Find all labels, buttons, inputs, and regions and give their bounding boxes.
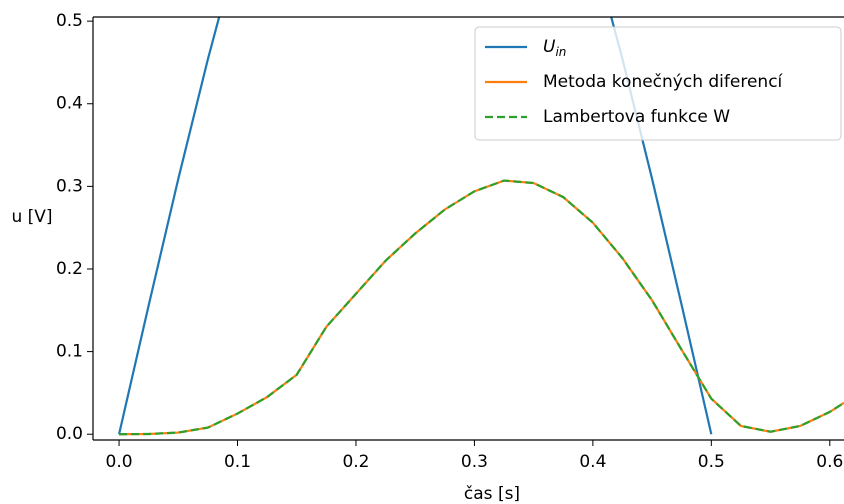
legend-label-main: Metoda konečných diferencí <box>543 72 784 92</box>
y-tick-label: 0.2 <box>56 259 83 279</box>
x-tick-label: 0.5 <box>698 452 725 472</box>
y-axis-label: u [V] <box>11 207 52 227</box>
legend-label: Uin <box>543 37 566 59</box>
y-tick-label: 0.5 <box>56 11 83 31</box>
line-series <box>117 17 713 435</box>
y-tick-label: 0.0 <box>56 424 83 444</box>
x-tick-label: 0.6 <box>816 452 843 472</box>
legend-label-main: U <box>543 37 556 57</box>
x-tick-label: 0.4 <box>579 452 606 472</box>
y-tick-label: 0.3 <box>56 176 83 196</box>
line-series <box>119 179 844 436</box>
legend-box <box>474 26 842 141</box>
legend-label-main: Lambertova funkce W <box>543 107 730 127</box>
y-tick-label: 0.1 <box>56 342 83 362</box>
x-tick-label: 0.1 <box>224 452 251 472</box>
legend-label: Metoda konečných diferencí <box>543 72 784 92</box>
x-tick-label: 0.3 <box>461 452 488 472</box>
x-tick-label: 0.0 <box>106 452 133 472</box>
line-series <box>119 179 844 436</box>
y-tick-label: 0.4 <box>56 94 83 114</box>
plot-area <box>117 17 844 436</box>
legend-label-subscript: in <box>555 45 566 59</box>
x-tick-label: 0.2 <box>342 452 369 472</box>
x-axis-label: čas [s] <box>464 484 520 504</box>
legend-label: Lambertova funkce W <box>543 107 730 127</box>
